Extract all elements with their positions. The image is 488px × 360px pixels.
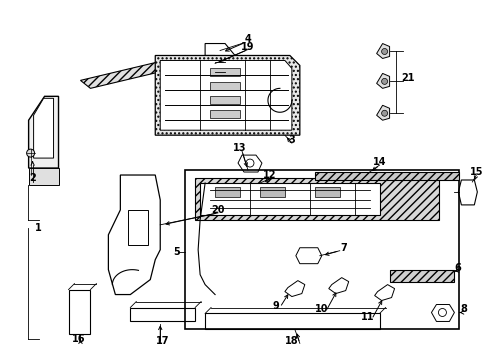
Circle shape [26,149,35,157]
Text: 12: 12 [263,170,276,180]
Bar [210,68,240,76]
Polygon shape [389,270,453,282]
Polygon shape [29,168,59,185]
Text: 6: 6 [453,263,460,273]
Text: 2: 2 [29,173,36,183]
Bar [210,110,240,118]
Text: 5: 5 [172,247,179,257]
Text: 19: 19 [241,41,254,51]
Text: 16: 16 [72,334,85,345]
Text: 9: 9 [272,301,279,311]
Text: 14: 14 [372,157,386,167]
Polygon shape [29,96,59,168]
Polygon shape [160,60,291,130]
Circle shape [381,49,387,54]
Text: 15: 15 [468,167,482,177]
Polygon shape [376,73,389,88]
Text: 8: 8 [459,305,466,315]
Bar [215,187,240,197]
Polygon shape [155,55,299,135]
Text: 1: 1 [35,223,42,233]
Text: 17: 17 [155,336,169,346]
Bar [210,96,240,104]
Text: 21: 21 [400,73,413,84]
Polygon shape [195,178,439,220]
Bar [210,82,240,90]
Text: 7: 7 [340,243,346,253]
Text: 3: 3 [288,135,295,145]
Polygon shape [200,183,379,215]
Bar [314,187,339,197]
Polygon shape [81,55,195,88]
Circle shape [381,78,387,84]
Bar [68,289,90,334]
Circle shape [381,110,387,116]
Text: 18: 18 [285,336,298,346]
Polygon shape [34,98,53,158]
Text: 11: 11 [360,312,374,323]
Bar [260,187,285,197]
Text: 13: 13 [233,143,246,153]
Text: 10: 10 [314,305,328,315]
Polygon shape [376,44,389,58]
Text: 4: 4 [244,33,251,44]
Text: 20: 20 [211,205,224,215]
Polygon shape [314,172,458,180]
Polygon shape [376,105,389,120]
